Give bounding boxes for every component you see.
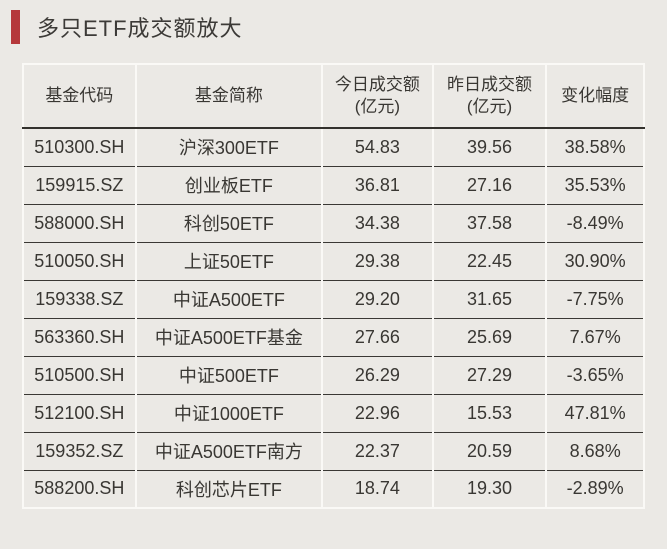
title-row: 多只ETF成交额放大 <box>11 9 243 45</box>
table-row: 159338.SZ 中证A500ETF 29.20 31.65 -7.75% <box>23 280 644 319</box>
column-header-fund-name: 基金简称 <box>134 64 323 129</box>
cell-change-rate: 47.81% <box>545 394 644 433</box>
cell-yesterday-volume: 31.65 <box>431 280 547 319</box>
cell-yesterday-volume: 37.58 <box>431 204 547 243</box>
cell-yesterday-volume: 15.53 <box>431 394 547 433</box>
cell-today-volume: 29.20 <box>321 280 433 319</box>
cell-fund-code: 510500.SH <box>23 356 136 395</box>
cell-today-volume: 22.96 <box>321 394 433 433</box>
cell-change-rate: 30.90% <box>545 242 644 281</box>
cell-fund-code: 588200.SH <box>23 470 136 509</box>
page-title: 多只ETF成交额放大 <box>37 16 243 41</box>
cell-yesterday-volume: 27.16 <box>431 166 547 205</box>
cell-yesterday-volume: 39.56 <box>431 128 547 167</box>
header-label: 今日成交额 <box>334 75 420 94</box>
cell-fund-name: 中证1000ETF <box>134 394 323 433</box>
cell-change-rate: 38.58% <box>545 128 644 167</box>
column-header-today-volume: 今日成交额 (亿元) <box>321 64 433 129</box>
cell-fund-name: 中证A500ETF基金 <box>134 318 323 357</box>
cell-fund-name: 中证A500ETF南方 <box>134 432 323 471</box>
header-row: 基金代码 基金简称 今日成交额 (亿元) 昨日成交额 (亿元) 变化幅度 <box>23 64 644 129</box>
table-row: 159352.SZ 中证A500ETF南方 22.37 20.59 8.68% <box>23 432 644 471</box>
cell-fund-code: 512100.SH <box>23 394 136 433</box>
cell-fund-name: 创业板ETF <box>134 166 323 205</box>
cell-change-rate: -2.89% <box>545 470 644 509</box>
table-body: 510300.SH 沪深300ETF 54.83 39.56 38.58% 15… <box>23 128 644 509</box>
title-accent-bar <box>11 10 20 44</box>
cell-yesterday-volume: 19.30 <box>431 470 547 509</box>
cell-today-volume: 22.37 <box>321 432 433 471</box>
cell-change-rate: -7.75% <box>545 280 644 319</box>
cell-fund-code: 159338.SZ <box>23 280 136 319</box>
cell-yesterday-volume: 22.45 <box>431 242 547 281</box>
header-label: 昨日成交额 <box>447 75 533 94</box>
column-header-fund-code: 基金代码 <box>23 64 136 129</box>
cell-fund-name: 中证A500ETF <box>134 280 323 319</box>
cell-fund-name: 沪深300ETF <box>134 128 323 167</box>
column-header-yesterday-volume: 昨日成交额 (亿元) <box>431 64 547 129</box>
table-row: 512100.SH 中证1000ETF 22.96 15.53 47.81% <box>23 394 644 433</box>
table-header: 基金代码 基金简称 今日成交额 (亿元) 昨日成交额 (亿元) 变化幅度 <box>23 64 644 129</box>
cell-change-rate: -8.49% <box>545 204 644 243</box>
table-row: 510050.SH 上证50ETF 29.38 22.45 30.90% <box>23 242 644 281</box>
cell-fund-name: 科创芯片ETF <box>134 470 323 509</box>
cell-today-volume: 18.74 <box>321 470 433 509</box>
header-label: 变化幅度 <box>561 86 630 105</box>
table-row: 588200.SH 科创芯片ETF 18.74 19.30 -2.89% <box>23 470 644 509</box>
table-row: 563360.SH 中证A500ETF基金 27.66 25.69 7.67% <box>23 318 644 357</box>
cell-today-volume: 26.29 <box>321 356 433 395</box>
header-unit: (亿元) <box>466 97 513 116</box>
cell-fund-code: 510300.SH <box>23 128 136 167</box>
table-row: 510300.SH 沪深300ETF 54.83 39.56 38.58% <box>23 128 644 167</box>
cell-fund-code: 588000.SH <box>23 204 136 243</box>
etf-table: 基金代码 基金简称 今日成交额 (亿元) 昨日成交额 (亿元) 变化幅度 <box>22 63 645 509</box>
cell-fund-code: 510050.SH <box>23 242 136 281</box>
cell-yesterday-volume: 20.59 <box>431 432 547 471</box>
cell-change-rate: 35.53% <box>545 166 644 205</box>
header-unit: (亿元) <box>354 97 401 116</box>
cell-yesterday-volume: 27.29 <box>431 356 547 395</box>
cell-today-volume: 36.81 <box>321 166 433 205</box>
column-header-change-rate: 变化幅度 <box>545 64 644 129</box>
cell-change-rate: 8.68% <box>545 432 644 471</box>
table-row: 159915.SZ 创业板ETF 36.81 27.16 35.53% <box>23 166 644 205</box>
cell-change-rate: -3.65% <box>545 356 644 395</box>
cell-today-volume: 27.66 <box>321 318 433 357</box>
cell-today-volume: 54.83 <box>321 128 433 167</box>
header-label: 基金代码 <box>45 86 114 105</box>
cell-fund-name: 中证500ETF <box>134 356 323 395</box>
cell-fund-name: 上证50ETF <box>134 242 323 281</box>
table-row: 588000.SH 科创50ETF 34.38 37.58 -8.49% <box>23 204 644 243</box>
cell-yesterday-volume: 25.69 <box>431 318 547 357</box>
cell-today-volume: 29.38 <box>321 242 433 281</box>
cell-fund-code: 159352.SZ <box>23 432 136 471</box>
cell-change-rate: 7.67% <box>545 318 644 357</box>
cell-fund-code: 563360.SH <box>23 318 136 357</box>
header-label: 基金简称 <box>194 86 263 105</box>
cell-fund-name: 科创50ETF <box>134 204 323 243</box>
table-row: 510500.SH 中证500ETF 26.29 27.29 -3.65% <box>23 356 644 395</box>
cell-today-volume: 34.38 <box>321 204 433 243</box>
cell-fund-code: 159915.SZ <box>23 166 136 205</box>
